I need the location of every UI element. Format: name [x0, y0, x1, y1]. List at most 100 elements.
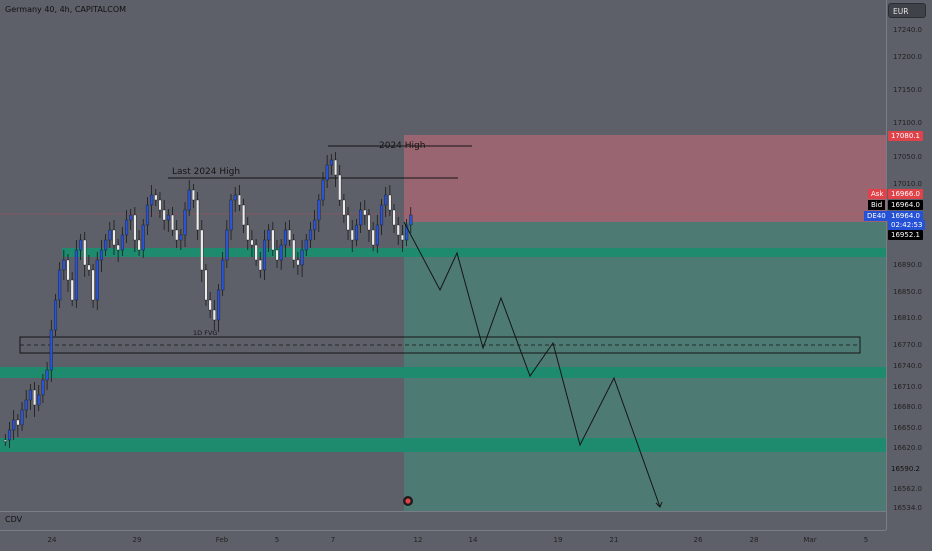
candle-body: [371, 229, 375, 246]
time-tick: Feb: [215, 536, 229, 544]
time-tick: 26: [693, 536, 703, 544]
candle-body: [296, 259, 300, 266]
candle-body: [237, 194, 241, 206]
candle-body: [83, 239, 87, 266]
indicator-pane[interactable]: CDV: [0, 511, 886, 531]
candle-body: [363, 209, 367, 216]
candle-body: [20, 409, 24, 426]
time-tick: 14: [468, 536, 478, 544]
candle-body: [16, 419, 20, 426]
candle-body: [359, 209, 363, 226]
price-tick: 17240.0: [893, 26, 922, 34]
time-tick: 5: [863, 536, 869, 544]
time-tick: 12: [413, 536, 423, 544]
price-tick: 16650.0: [893, 424, 922, 432]
candle-body: [283, 229, 287, 246]
candle-body: [58, 269, 62, 301]
candle-body: [367, 214, 371, 231]
candle-body: [45, 369, 49, 381]
chart-area[interactable]: 2024 High Last 2024 High 1D FVG Germany …: [0, 0, 886, 511]
price-tick: 17050.0: [893, 153, 922, 161]
chart-title[interactable]: Germany 40, 4h, CAPITALCOM: [5, 5, 127, 14]
candle-body: [208, 299, 212, 311]
demand-zone-2[interactable]: [0, 367, 886, 378]
bid-price-tag: 16964.0: [888, 200, 923, 210]
take-profit-zone[interactable]: [404, 222, 886, 511]
candle-body: [279, 244, 283, 261]
candle-body: [183, 209, 187, 236]
candle-body: [300, 249, 304, 266]
ask-label: Ask: [868, 189, 887, 199]
take-profit-price-tag[interactable]: 17080.1: [888, 131, 923, 141]
candle-body: [162, 209, 166, 221]
currency-button[interactable]: EUR: [888, 3, 926, 18]
alert-icon-dot: [405, 498, 411, 504]
candle-body: [321, 179, 325, 201]
candle-body: [308, 229, 313, 241]
candle-body: [120, 234, 124, 251]
time-tick: 28: [749, 536, 759, 544]
candle-body: [396, 224, 400, 236]
candle-body: [254, 244, 258, 261]
candle-body: [145, 204, 150, 226]
price-tick: 16890.0: [893, 261, 922, 269]
candle-body: [233, 194, 237, 201]
candle-body: [170, 214, 175, 231]
time-tick: 29: [132, 536, 142, 544]
candle-body: [137, 239, 141, 251]
indicator-label[interactable]: CDV: [5, 515, 23, 524]
price-tick: 16770.0: [893, 341, 922, 349]
candle-body: [154, 194, 158, 201]
time-tick: 7: [330, 536, 336, 544]
candle-body: [141, 224, 145, 251]
candle-body: [74, 249, 78, 301]
candle-body: [104, 239, 108, 251]
price-tick: 16740.0: [893, 362, 922, 370]
demand-zone-3[interactable]: [0, 438, 886, 452]
demand-zone-1[interactable]: [62, 248, 886, 257]
candle-body: [380, 204, 384, 226]
price-tick: 17150.0: [893, 86, 922, 94]
candle-body: [334, 159, 338, 176]
time-tick: Mar: [803, 536, 817, 544]
candle-body: [329, 159, 333, 166]
entry-price-tag[interactable]: 16952.1: [888, 230, 923, 240]
candle-body: [246, 224, 250, 241]
candle-body: [129, 214, 133, 221]
high-2024-label: 2024 High: [379, 141, 425, 151]
candle-body: [325, 164, 329, 181]
candle-body: [392, 209, 396, 226]
candle-body: [196, 199, 200, 231]
price-tick: 16680.0: [893, 403, 922, 411]
candles: [3, 152, 413, 448]
symbol-label: DE40: [864, 211, 889, 221]
candle-body: [384, 194, 388, 206]
chart-canvas[interactable]: 2024 High Last 2024 High 1D FVG: [0, 0, 886, 511]
candle-body: [158, 199, 162, 211]
time-tick: 21: [609, 536, 619, 544]
candle-body: [79, 239, 83, 251]
candle-body: [37, 394, 41, 406]
candle-body: [258, 259, 262, 271]
candle-body: [409, 214, 413, 226]
price-tick: 17100.0: [893, 119, 922, 127]
price-axis[interactable]: [886, 0, 932, 530]
price-tick: 16562.0: [893, 485, 922, 493]
candle-body: [388, 194, 392, 211]
candle-body: [375, 224, 379, 246]
projected-path: [403, 221, 661, 508]
candle-body: [41, 379, 45, 396]
price-tick: 16620.0: [893, 444, 922, 452]
candle-body: [116, 244, 120, 251]
candle-body: [33, 389, 37, 406]
candle-body: [288, 229, 292, 241]
candle-body: [66, 259, 70, 281]
candle-body: [133, 214, 137, 241]
target-price-tag[interactable]: 16590.2: [891, 465, 920, 473]
candle-body: [405, 224, 409, 241]
stop-loss-zone[interactable]: [404, 135, 886, 222]
candle-body: [125, 219, 129, 236]
candle-body: [267, 229, 271, 241]
time-axis[interactable]: [0, 530, 886, 551]
candle-body: [12, 419, 16, 431]
